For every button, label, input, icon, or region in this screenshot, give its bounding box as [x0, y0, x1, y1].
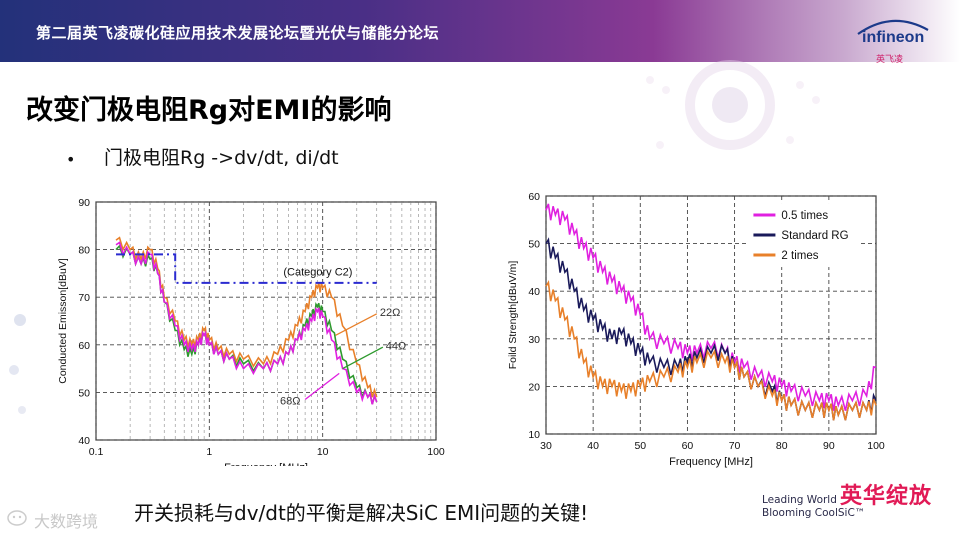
wechat-icon	[7, 510, 27, 526]
legend-label: 2 times	[781, 250, 818, 262]
plot-area	[95, 201, 437, 441]
x-tick-label: 100	[427, 446, 445, 458]
bullet-text: 门极电阻Rg ->dv/dt, di/dt	[104, 147, 339, 169]
chart-annotation: 44Ω	[386, 341, 406, 353]
brand-line-2: Blooming CoolSiC™	[762, 507, 866, 519]
field-strength-chart: 30 40 50 60 70 80 90 100 10 20 30 40 50 60 Frequency […	[507, 191, 885, 468]
x-tick-label: 80	[776, 440, 788, 452]
x-axis-label: Frequency [MHz]	[224, 462, 308, 466]
logo-text: infineon	[862, 29, 924, 46]
x-tick-label: 70	[729, 440, 741, 452]
series-line	[545, 279, 877, 421]
x-tick-label: 100	[867, 440, 885, 452]
x-tick-label: 60	[682, 440, 694, 452]
y-tick-label: 70	[78, 292, 90, 304]
y-tick-label: 80	[78, 245, 90, 257]
y-tick-label: 60	[528, 191, 540, 203]
y-axis-label: Conducted Emisson[dBuV]	[57, 258, 69, 384]
y-tick-label: 30	[528, 334, 540, 346]
x-tick-label: 40	[587, 440, 599, 452]
annotation-arrow	[304, 372, 340, 401]
y-tick-label: 40	[528, 286, 540, 298]
x-tick-label: 10	[317, 446, 329, 458]
series-line	[545, 203, 877, 411]
infineon-logo: infineon	[857, 19, 929, 46]
series-line	[116, 253, 377, 284]
bullet-marker: •	[66, 150, 76, 169]
x-tick-label: 0.1	[89, 446, 104, 458]
chart-annotation: 22Ω	[380, 307, 400, 319]
series-line	[115, 241, 378, 405]
brand-tagline: Leading World Blooming CoolSiC™	[762, 494, 865, 520]
annotation-arrow	[342, 346, 384, 370]
y-tick-label: 50	[528, 239, 540, 251]
y-tick-label: 50	[78, 387, 90, 399]
legend-label: 0.5 times	[781, 210, 828, 222]
slide-title: 改变门极电阻Rg对EMI的影响	[26, 95, 392, 126]
x-axis-label: Frequency [MHz]	[669, 456, 753, 468]
y-tick-label: 60	[78, 340, 90, 352]
decorative-dots	[9, 314, 26, 414]
chart-annotation: (Category C2)	[283, 266, 352, 278]
brand-line-1: Leading World	[762, 494, 837, 506]
header-banner: 第二届英飞凌碳化硅应用技术发展论坛暨光伏与储能分论坛 infineon	[0, 0, 960, 62]
brand-chinese: 英华绽放	[840, 484, 933, 509]
x-tick-label: 50	[634, 440, 646, 452]
event-title: 第二届英飞凌碳化硅应用技术发展论坛暨光伏与储能分论坛	[36, 24, 440, 42]
legend-label: Standard RG	[781, 230, 848, 242]
x-tick-label: 1	[206, 446, 212, 458]
conclusion-text: 开关损耗与dv/dt的平衡是解决SiC EMI问题的关键!	[134, 501, 589, 525]
decorative-watermark	[646, 60, 820, 150]
y-tick-label: 90	[78, 197, 90, 209]
source-watermark: 大数跨境	[34, 512, 99, 531]
chart-annotation: 68Ω	[280, 395, 300, 407]
x-tick-label: 30	[540, 440, 552, 452]
annotation-arrow	[335, 313, 378, 336]
y-axis-label: Foild Strength[dBuV/m]	[507, 261, 519, 370]
y-tick-label: 40	[78, 435, 90, 447]
y-tick-label: 20	[528, 381, 540, 393]
logo-subtitle: 英飞凌	[876, 55, 904, 65]
y-tick-label: 10	[528, 429, 540, 441]
x-tick-label: 90	[823, 440, 835, 452]
conducted-emission-chart: 0.1 1 10 100 40 50 60 70 80 90 Frequency [MHz] Cond…	[57, 197, 445, 466]
